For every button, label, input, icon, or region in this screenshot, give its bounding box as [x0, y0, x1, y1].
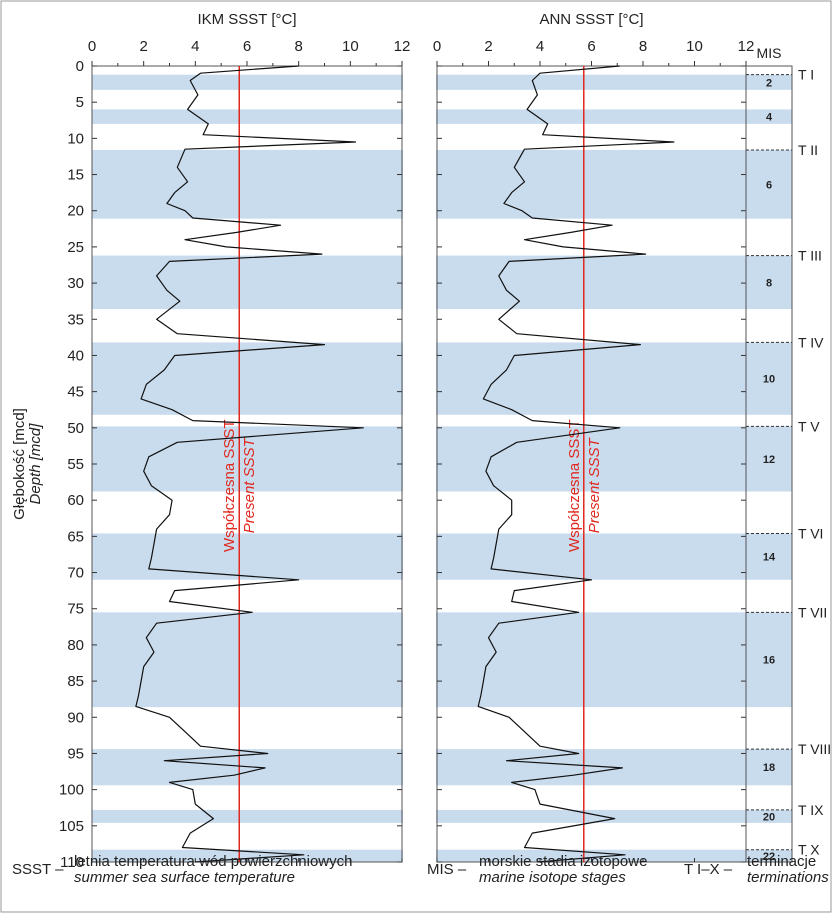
- mis-stage-label: 2: [766, 77, 772, 89]
- y-tick-label: 95: [67, 745, 84, 762]
- legend-mis-pl: morskie stadia izotopowe: [479, 853, 648, 870]
- legend-term-en: terminations: [747, 869, 829, 886]
- mis-band-16: [92, 612, 792, 708]
- panel-title-1: IKM SSST [°C]: [197, 11, 296, 28]
- termination-label: T V: [798, 418, 820, 434]
- mis-stage-label: 22: [763, 851, 775, 863]
- y-tick-label: 85: [67, 673, 84, 690]
- x-tick-label: 12: [738, 38, 755, 55]
- mis-band-2: [92, 74, 792, 90]
- x-tick-label: 0: [88, 38, 96, 55]
- present-label-pl: Współczesna SSST: [221, 419, 238, 552]
- present-label-pl: Współczesna SSST: [566, 419, 583, 552]
- panel-title-2: ANN SSST [°C]: [539, 11, 643, 28]
- mis-stage-label: 20: [763, 811, 775, 823]
- y-tick-label: 35: [67, 311, 84, 328]
- x-tick-label: 0: [433, 38, 441, 55]
- x-tick-label: 2: [139, 38, 147, 55]
- sst-curve-2: [477, 65, 675, 863]
- mis-stage-label: 12: [763, 454, 775, 466]
- x-tick-label: 2: [484, 38, 492, 55]
- y-tick-label: 105: [59, 818, 84, 835]
- x-tick-label: 8: [639, 38, 647, 55]
- x-tick-label: 4: [191, 38, 199, 55]
- mis-stage-label: 6: [766, 179, 772, 191]
- termination-label: T VI: [798, 525, 823, 541]
- mis-band-20: [92, 809, 792, 823]
- y-axis-label-en: Depth [mcd]: [27, 423, 44, 505]
- y-tick-label: 55: [67, 456, 84, 473]
- y-tick-label: 110: [60, 854, 84, 871]
- mis-band-18: [92, 749, 792, 786]
- termination-label: T IV: [798, 334, 824, 350]
- termination-label: T VII: [798, 604, 827, 620]
- legend-term-pl: terminacje: [747, 853, 817, 870]
- y-tick-label: 60: [67, 492, 84, 509]
- legend-ssst-pl: letnia temperatura wód powierzchniowych: [74, 853, 353, 870]
- mis-stage-label: 10: [763, 374, 775, 386]
- x-tick-label: 6: [243, 38, 251, 55]
- y-tick-label: 15: [67, 167, 84, 184]
- panel-gap: [403, 64, 436, 864]
- mis-stage-label: 14: [763, 552, 776, 564]
- mis-stage-label: 8: [766, 277, 772, 289]
- y-tick-label: 50: [67, 420, 84, 437]
- y-tick-label: 0: [76, 58, 84, 75]
- termination-label: T VIII: [798, 741, 831, 757]
- y-tick-label: 25: [67, 239, 84, 256]
- x-tick-label: 8: [294, 38, 302, 55]
- x-tick-label: 4: [536, 38, 544, 55]
- mis-title: MIS: [757, 45, 782, 61]
- mis-stage-label: 18: [763, 762, 775, 774]
- y-tick-label: 80: [67, 637, 84, 654]
- y-tick-label: 20: [67, 203, 84, 220]
- legend-mis-key: MIS –: [427, 861, 467, 878]
- y-tick-label: 65: [67, 528, 84, 545]
- y-tick-label: 40: [67, 347, 84, 364]
- y-tick-label: 5: [76, 94, 84, 111]
- legend-term-key: T I–X –: [684, 861, 733, 878]
- mis-stage-label: 4: [766, 112, 773, 124]
- termination-label: T X: [798, 842, 820, 858]
- y-tick-label: 100: [59, 782, 84, 799]
- x-tick-label: 10: [686, 38, 703, 55]
- x-tick-label: 12: [394, 38, 411, 55]
- mis-band-6: [92, 149, 792, 219]
- legend-mis-en: marine isotope stages: [479, 869, 626, 886]
- x-tick-label: 6: [587, 38, 595, 55]
- mis-column-frame: [745, 65, 793, 863]
- legend-ssst-en: summer sea surface temperature: [74, 869, 295, 886]
- y-tick-label: 10: [67, 130, 84, 147]
- legend-ssst-key: SSST –: [12, 861, 64, 878]
- termination-label: T II: [798, 142, 818, 158]
- mis-band-4: [92, 109, 792, 124]
- present-label-en: Present SSST: [241, 436, 258, 533]
- termination-label: T III: [798, 248, 822, 264]
- mis-band-12: [92, 426, 792, 492]
- termination-label: T IX: [798, 802, 824, 818]
- y-axis-label-pl: Głębokość [mcd]: [11, 408, 28, 520]
- y-tick-label: 30: [67, 275, 84, 292]
- y-tick-label: 45: [67, 384, 84, 401]
- x-tick-label: 10: [342, 38, 359, 55]
- mis-stage-label: 16: [763, 655, 775, 667]
- termination-label: T I: [798, 67, 814, 83]
- y-tick-label: 90: [67, 709, 84, 726]
- y-tick-label: 70: [67, 565, 84, 582]
- present-label-en: Present SSST: [586, 436, 603, 533]
- mis-band-10: [92, 342, 792, 415]
- mis-band-8: [92, 255, 792, 310]
- sst-curve-1: [135, 65, 364, 863]
- y-tick-label: 75: [67, 601, 84, 618]
